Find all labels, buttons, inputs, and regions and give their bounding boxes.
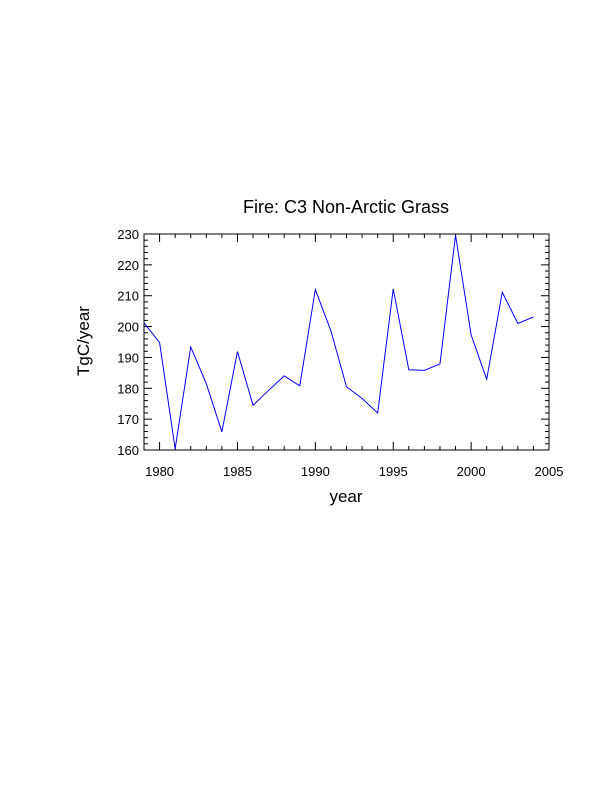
plot-frame	[143, 233, 550, 451]
x-tick-label: 2000	[457, 464, 486, 479]
x-tick-label: 1985	[223, 464, 252, 479]
x-tick-label: 1990	[301, 464, 330, 479]
chart-title: Fire: C3 Non-Arctic Grass	[243, 197, 449, 217]
x-tick-label: 1995	[379, 464, 408, 479]
y-tick-label: 190	[117, 350, 139, 365]
tick-labels: 1980 1985 1990 1995 2000 2005 160 170 180 190 200 2…	[117, 227, 563, 479]
x-axis-title: year	[329, 487, 362, 506]
y-tick-label: 230	[117, 227, 139, 242]
axis-ticks	[143, 233, 550, 451]
y-tick-label: 160	[117, 443, 139, 458]
y-tick-label: 220	[117, 258, 139, 273]
series-line	[143, 235, 534, 449]
y-tick-label: 210	[117, 289, 139, 304]
y-tick-label: 200	[117, 320, 139, 335]
y-tick-label: 180	[117, 381, 139, 396]
x-tick-label: 1980	[145, 464, 174, 479]
y-axis-title: TgC/year	[74, 306, 93, 376]
x-tick-label: 2005	[535, 464, 564, 479]
y-tick-label: 170	[117, 412, 139, 427]
